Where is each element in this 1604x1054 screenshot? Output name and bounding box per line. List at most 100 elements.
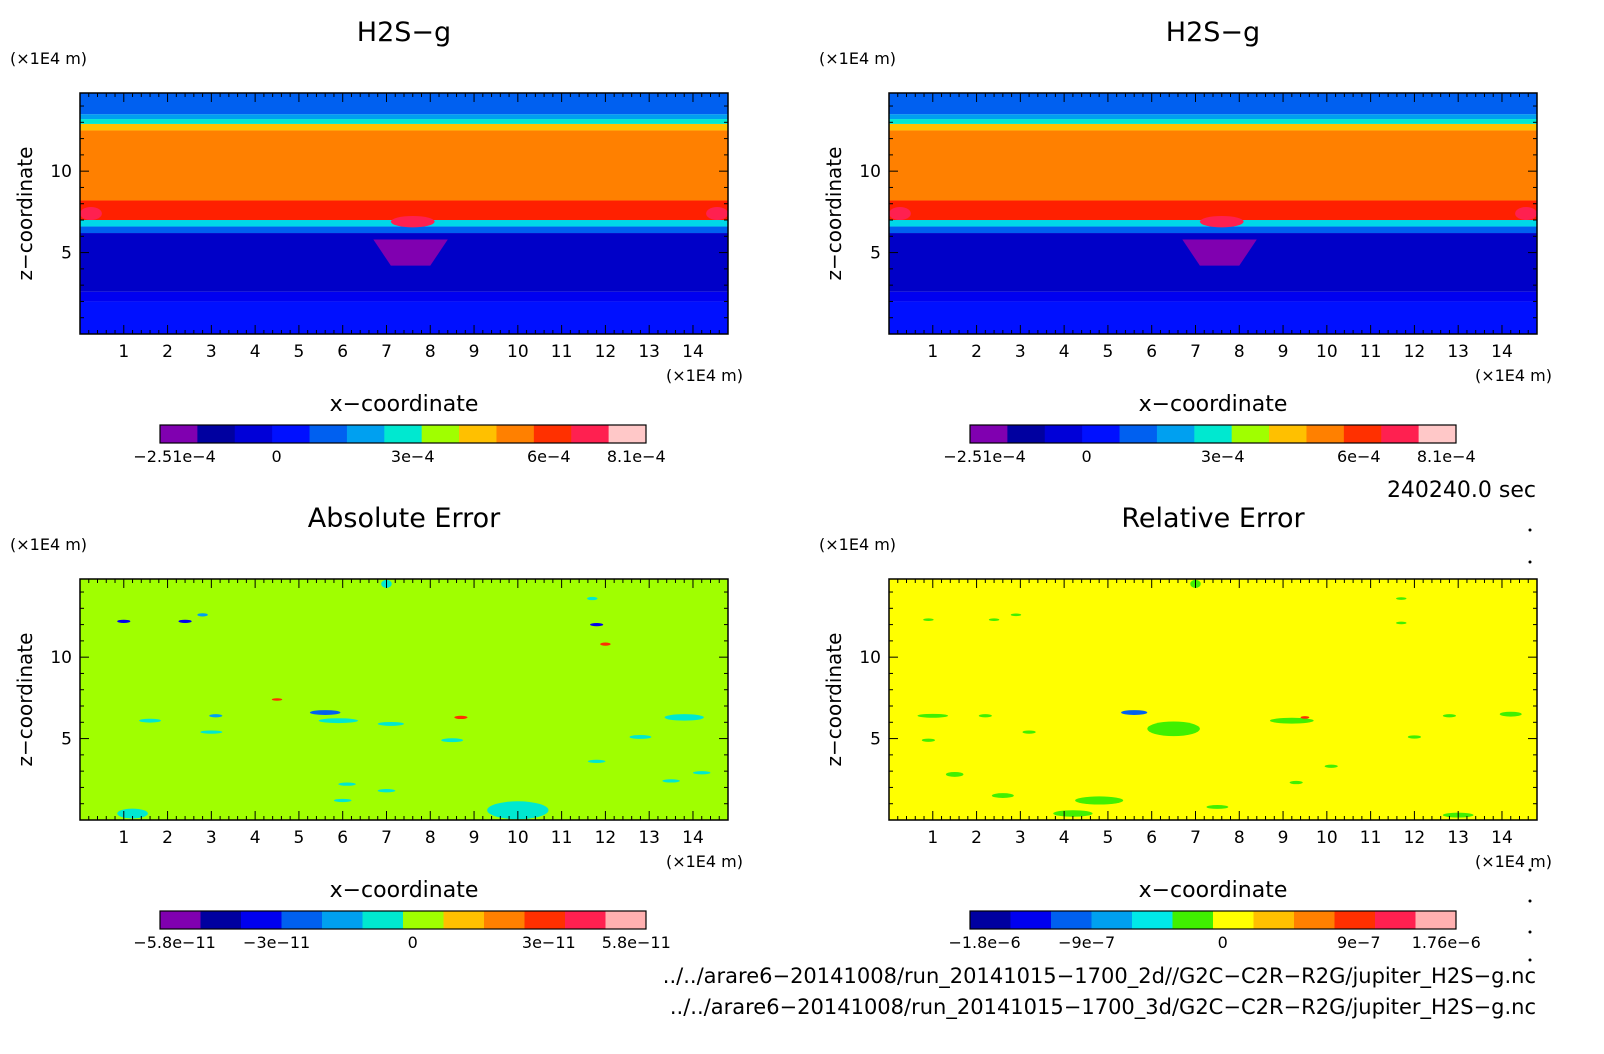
- plot-area: [889, 579, 1537, 820]
- x-tick-label: 2: [162, 828, 173, 848]
- x-tick-label: 12: [1404, 828, 1426, 848]
- contour-patch-20: [1075, 796, 1124, 805]
- colorbar-swatch: [1156, 425, 1195, 443]
- contour-patch-3: [988, 618, 1000, 622]
- colorbar-tick-label: 5.8e−11: [602, 933, 671, 952]
- colorbar-swatch: [1381, 425, 1420, 443]
- x-tick-label: 4: [1059, 342, 1070, 362]
- contour-patch-3: [889, 206, 911, 221]
- x-tick-label: 14: [1491, 342, 1513, 362]
- contour-patch-4: [1515, 206, 1537, 221]
- contour-band-1: [889, 579, 1537, 820]
- colorbar-swatch: [1007, 425, 1046, 443]
- dot-markers: [1528, 528, 1532, 962]
- x-tick-label: 9: [1278, 828, 1289, 848]
- contour-patch-22: [338, 782, 356, 786]
- colorbar-swatch: [1415, 911, 1457, 929]
- contour-band-8: [889, 123, 1537, 131]
- colorbar-swatch: [459, 425, 497, 443]
- colorbar-tick-label: −5.8e−11: [133, 933, 215, 952]
- y-tick-label: 10: [859, 162, 881, 182]
- contour-band-10: [889, 114, 1537, 120]
- contour-patch-26: [333, 798, 352, 803]
- contour-patch-16: [200, 730, 223, 734]
- contour-patch-8: [978, 714, 992, 718]
- contour-band-10: [80, 114, 728, 120]
- x-tick-label: 9: [469, 828, 480, 848]
- contour-band-2: [80, 291, 728, 302]
- colorbar-swatch: [1132, 911, 1173, 929]
- contour-patch-1: [373, 239, 448, 266]
- x-tick-label: 6: [337, 342, 348, 362]
- time-label: 240240.0 sec: [1387, 478, 1536, 503]
- panel-title: H2S−g: [357, 17, 451, 48]
- x-tick-label: 5: [1103, 828, 1114, 848]
- y-tick-label: 5: [870, 244, 881, 264]
- colorbar-swatch: [1091, 911, 1133, 929]
- contour-band-1: [889, 301, 1537, 334]
- contour-band-6: [889, 200, 1537, 221]
- y-tick-label: 10: [859, 648, 881, 668]
- x-axis-label: x−coordinate: [330, 392, 479, 417]
- plot-area: [80, 93, 728, 334]
- contour-band-6: [80, 200, 728, 221]
- contour-patch-17: [1407, 735, 1421, 739]
- contour-patch-5: [1396, 597, 1407, 600]
- x-tick-label: 8: [1234, 342, 1245, 362]
- colorbar: −2.51e−4 0 3e−4 6e−4 8.1e−4: [943, 424, 1476, 466]
- x-tick-label: 14: [682, 828, 704, 848]
- x-tick-label: 11: [551, 828, 573, 848]
- x-unit-label: (×1E4 m): [1475, 852, 1552, 871]
- x-tick-label: 12: [1404, 342, 1426, 362]
- x-tick-label: 3: [1015, 342, 1026, 362]
- file-path-2d: ../../arare6−20141008/run_20141015−1700_…: [663, 964, 1536, 989]
- colorbar-tick-label: 3e−4: [391, 447, 435, 466]
- panel-title: Relative Error: [1121, 503, 1305, 534]
- colorbar-tick-label: 3e−11: [522, 933, 576, 952]
- contour-patch-16: [921, 738, 935, 742]
- colorbar-swatch: [1082, 425, 1121, 443]
- colorbar-swatch: [281, 911, 323, 929]
- x-tick-label: 10: [507, 828, 529, 848]
- x-tick-label: 13: [638, 342, 660, 362]
- x-tick-label: 11: [1360, 342, 1382, 362]
- contour-band-7: [80, 130, 728, 201]
- colorbar-frame: [969, 910, 1457, 930]
- contour-patch-4: [1010, 613, 1022, 617]
- x-tick-label: 1: [118, 828, 129, 848]
- x-tick-label: 1: [927, 342, 938, 362]
- colorbar-swatch: [272, 425, 311, 443]
- colorbar-swatch: [1253, 911, 1295, 929]
- contour-band-2: [889, 291, 1537, 302]
- contour-patch-10: [139, 718, 161, 723]
- colorbar: −5.8e−11 −3e−11 0 3e−11 5.8e−11: [133, 910, 671, 952]
- x-tick-label: 6: [1146, 828, 1157, 848]
- file-path-3d: ../../arare6−20141008/run_20141015−1700_…: [670, 995, 1536, 1020]
- x-tick-label: 7: [381, 342, 392, 362]
- colorbar-tick-label: −1.8e−6: [948, 933, 1020, 952]
- contour-patch-6: [1396, 621, 1407, 625]
- x-tick-label: 10: [507, 342, 529, 362]
- colorbar-tick-label: 3e−4: [1201, 447, 1245, 466]
- x-unit-label: (×1E4 m): [666, 852, 743, 871]
- contour-band-11: [80, 93, 728, 115]
- x-tick-label: 12: [595, 828, 617, 848]
- x-tick-label: 14: [682, 342, 704, 362]
- colorbar-swatch: [1343, 425, 1382, 443]
- contour-patch-1: [117, 619, 131, 623]
- x-tick-label: 6: [337, 828, 348, 848]
- colorbar-frame: [159, 424, 647, 444]
- colorbar-swatch: [970, 911, 1011, 929]
- colorbar-swatch: [322, 911, 363, 929]
- colorbar-swatch: [1418, 425, 1457, 443]
- y-unit-label: (×1E4 m): [819, 535, 896, 554]
- x-tick-label: 7: [1190, 342, 1201, 362]
- x-tick-label: 8: [425, 342, 436, 362]
- x-tick-label: 6: [1146, 342, 1157, 362]
- y-tick-label: 5: [870, 730, 881, 750]
- colorbar-swatch: [1051, 911, 1092, 929]
- y-tick-label: 10: [50, 162, 72, 182]
- x-tick-label: 13: [1447, 342, 1469, 362]
